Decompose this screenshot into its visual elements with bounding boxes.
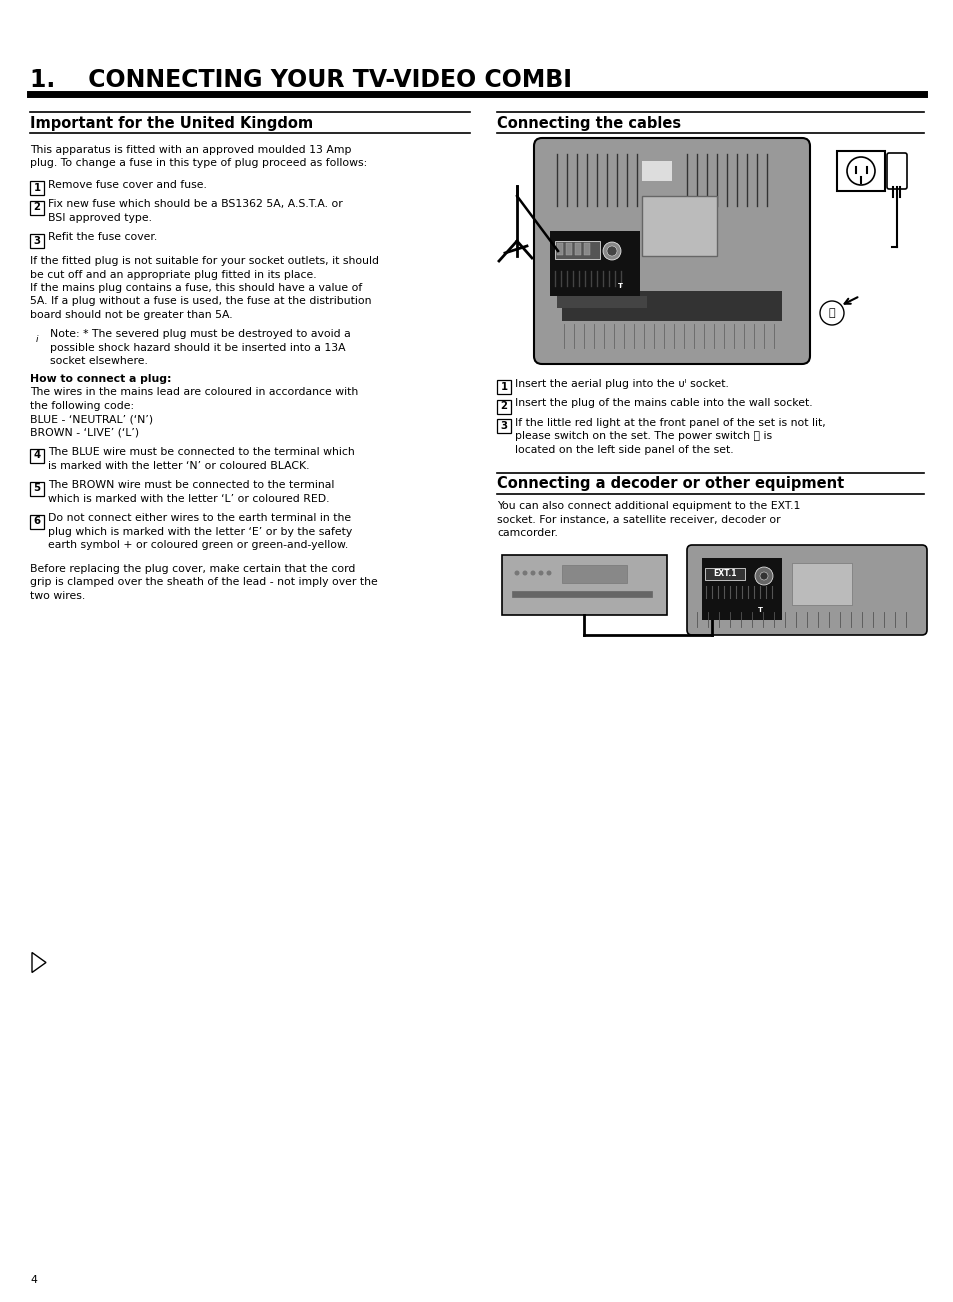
FancyBboxPatch shape bbox=[30, 482, 44, 496]
FancyBboxPatch shape bbox=[555, 241, 599, 259]
FancyBboxPatch shape bbox=[886, 154, 906, 189]
Text: T: T bbox=[757, 607, 761, 613]
Text: please switch on the set. The power switch Ⓟ is: please switch on the set. The power swit… bbox=[515, 431, 771, 441]
Text: 3: 3 bbox=[500, 421, 507, 431]
Text: Ⓟ: Ⓟ bbox=[828, 309, 835, 318]
Bar bbox=[557, 243, 562, 255]
Circle shape bbox=[514, 570, 519, 575]
Text: EXT.1: EXT.1 bbox=[713, 569, 736, 578]
Text: Insert the plug of the mains cable into the wall socket.: Insert the plug of the mains cable into … bbox=[515, 398, 812, 409]
Text: T: T bbox=[617, 283, 622, 289]
Circle shape bbox=[846, 158, 874, 185]
FancyBboxPatch shape bbox=[704, 568, 744, 579]
Text: is marked with the letter ‘N’ or coloured BLACK.: is marked with the letter ‘N’ or coloure… bbox=[48, 461, 309, 471]
Bar bbox=[701, 559, 781, 620]
Bar bbox=[550, 230, 639, 296]
Text: socket elsewhere.: socket elsewhere. bbox=[50, 357, 148, 366]
Text: Do not connect either wires to the earth terminal in the: Do not connect either wires to the earth… bbox=[48, 513, 351, 523]
FancyBboxPatch shape bbox=[30, 514, 44, 529]
Text: camcorder.: camcorder. bbox=[497, 529, 558, 539]
Text: Insert the aerial plug into the ᴜᴵ socket.: Insert the aerial plug into the ᴜᴵ socke… bbox=[515, 379, 728, 389]
Text: Before replacing the plug cover, make certain that the cord: Before replacing the plug cover, make ce… bbox=[30, 564, 355, 574]
FancyBboxPatch shape bbox=[497, 419, 511, 434]
Text: 6: 6 bbox=[33, 517, 40, 526]
Text: grip is clamped over the sheath of the lead - not imply over the: grip is clamped over the sheath of the l… bbox=[30, 578, 377, 587]
Text: BSI approved type.: BSI approved type. bbox=[48, 214, 152, 223]
Text: 3: 3 bbox=[33, 236, 40, 246]
Text: 5A. If a plug without a fuse is used, the fuse at the distribution: 5A. If a plug without a fuse is used, th… bbox=[30, 297, 371, 306]
Text: i: i bbox=[35, 335, 38, 344]
FancyBboxPatch shape bbox=[30, 448, 44, 462]
Text: socket. For instance, a satellite receiver, decoder or: socket. For instance, a satellite receiv… bbox=[497, 516, 780, 525]
Text: Important for the United Kingdom: Important for the United Kingdom bbox=[30, 116, 313, 132]
Bar bbox=[575, 243, 580, 255]
Text: Connecting a decoder or other equipment: Connecting a decoder or other equipment bbox=[497, 477, 843, 491]
Text: The wires in the mains lead are coloured in accordance with: The wires in the mains lead are coloured… bbox=[30, 388, 358, 397]
Circle shape bbox=[602, 242, 620, 260]
Text: the following code:: the following code: bbox=[30, 401, 134, 411]
Circle shape bbox=[537, 570, 543, 575]
FancyBboxPatch shape bbox=[501, 555, 666, 615]
FancyBboxPatch shape bbox=[30, 181, 44, 195]
FancyBboxPatch shape bbox=[686, 546, 926, 635]
Circle shape bbox=[522, 570, 527, 575]
Text: be cut off and an appropriate plug fitted in its place.: be cut off and an appropriate plug fitte… bbox=[30, 270, 316, 280]
FancyBboxPatch shape bbox=[497, 380, 511, 395]
Bar bbox=[561, 292, 781, 322]
FancyBboxPatch shape bbox=[836, 151, 884, 191]
Text: Note: * The severed plug must be destroyed to avoid a: Note: * The severed plug must be destroy… bbox=[50, 329, 351, 340]
Text: Fix new fuse which should be a BS1362 5A, A.S.T.A. or: Fix new fuse which should be a BS1362 5A… bbox=[48, 199, 342, 210]
Text: If the little red light at the front panel of the set is not lit,: If the little red light at the front pan… bbox=[515, 418, 825, 428]
Circle shape bbox=[530, 570, 535, 575]
Bar bbox=[565, 243, 572, 255]
Circle shape bbox=[606, 246, 617, 256]
Text: If the fitted plug is not suitable for your socket outlets, it should: If the fitted plug is not suitable for y… bbox=[30, 256, 378, 266]
Text: If the mains plug contains a fuse, this should have a value of: If the mains plug contains a fuse, this … bbox=[30, 283, 362, 293]
Text: BLUE - ‘NEUTRAL’ (‘N’): BLUE - ‘NEUTRAL’ (‘N’) bbox=[30, 414, 153, 424]
Text: 5: 5 bbox=[33, 483, 41, 493]
Text: plug. To change a fuse in this type of plug proceed as follows:: plug. To change a fuse in this type of p… bbox=[30, 159, 367, 168]
Text: two wires.: two wires. bbox=[30, 591, 85, 602]
Text: 1: 1 bbox=[33, 184, 41, 193]
Text: 1: 1 bbox=[500, 381, 507, 392]
Text: How to connect a plug:: How to connect a plug: bbox=[30, 374, 172, 384]
FancyBboxPatch shape bbox=[30, 233, 44, 247]
Text: Refit the fuse cover.: Refit the fuse cover. bbox=[48, 233, 157, 242]
Text: The BLUE wire must be connected to the terminal which: The BLUE wire must be connected to the t… bbox=[48, 448, 355, 457]
Text: 1.    CONNECTING YOUR TV-VIDEO COMBI: 1. CONNECTING YOUR TV-VIDEO COMBI bbox=[30, 68, 572, 92]
FancyBboxPatch shape bbox=[30, 201, 44, 215]
FancyBboxPatch shape bbox=[497, 400, 511, 414]
Bar bbox=[641, 161, 671, 181]
Circle shape bbox=[546, 570, 551, 575]
Circle shape bbox=[760, 572, 767, 579]
Text: Connecting the cables: Connecting the cables bbox=[497, 116, 680, 132]
Circle shape bbox=[754, 566, 772, 585]
Text: 2: 2 bbox=[500, 401, 507, 411]
FancyBboxPatch shape bbox=[791, 562, 851, 605]
Bar bbox=[557, 296, 646, 309]
Text: which is marked with the letter ‘L’ or coloured RED.: which is marked with the letter ‘L’ or c… bbox=[48, 493, 329, 504]
FancyBboxPatch shape bbox=[534, 138, 809, 365]
Text: 2: 2 bbox=[33, 203, 40, 212]
Text: board should not be greater than 5A.: board should not be greater than 5A. bbox=[30, 310, 233, 320]
Text: Remove fuse cover and fuse.: Remove fuse cover and fuse. bbox=[48, 180, 207, 190]
Text: 4: 4 bbox=[33, 450, 41, 461]
Text: plug which is marked with the letter ‘E’ or by the safety: plug which is marked with the letter ‘E’… bbox=[48, 527, 352, 536]
Bar bbox=[583, 243, 589, 255]
Text: 4: 4 bbox=[30, 1275, 37, 1285]
Text: This apparatus is fitted with an approved moulded 13 Amp: This apparatus is fitted with an approve… bbox=[30, 145, 351, 155]
FancyBboxPatch shape bbox=[561, 565, 626, 583]
FancyBboxPatch shape bbox=[641, 197, 717, 256]
Text: earth symbol + or coloured green or green-and-yellow.: earth symbol + or coloured green or gree… bbox=[48, 540, 348, 551]
Text: possible shock hazard should it be inserted into a 13A: possible shock hazard should it be inser… bbox=[50, 342, 345, 353]
Text: The BROWN wire must be connected to the terminal: The BROWN wire must be connected to the … bbox=[48, 480, 334, 491]
Circle shape bbox=[820, 301, 843, 326]
Text: BROWN - ‘LIVE’ (‘L’): BROWN - ‘LIVE’ (‘L’) bbox=[30, 428, 139, 437]
Text: You can also connect additional equipment to the EXT.1: You can also connect additional equipmen… bbox=[497, 501, 800, 512]
Bar bbox=[557, 259, 617, 281]
Text: located on the left side panel of the set.: located on the left side panel of the se… bbox=[515, 445, 733, 454]
FancyBboxPatch shape bbox=[512, 591, 651, 598]
